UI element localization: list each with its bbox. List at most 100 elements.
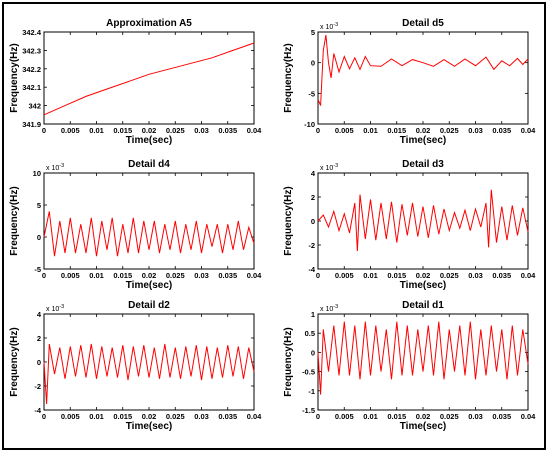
series-line [317, 321, 529, 395]
x-tick-label: 0 [42, 271, 46, 280]
axes-box [317, 172, 529, 270]
x-tick-label: 0.04 [247, 271, 262, 280]
chart-title: Detail d2 [128, 300, 170, 311]
x-tick-label: 0.02 [142, 412, 157, 421]
x-tick-label: 0.03 [194, 412, 209, 421]
x-tick-label: 0.01 [89, 412, 104, 421]
y-axis-label: Frequency(Hz) [283, 43, 294, 112]
x-tick-label: 0 [316, 271, 320, 280]
y-tick-label: -4 [34, 406, 41, 415]
x-tick-label: 0 [316, 412, 320, 421]
y-exponent-label: x 10-3 [320, 304, 338, 313]
y-tick-label: 0 [311, 348, 315, 357]
x-tick-label: 0.035 [218, 412, 237, 421]
x-tick-label: 0.02 [416, 126, 431, 135]
x-tick-label: 0.005 [61, 271, 80, 280]
series-line [317, 35, 529, 106]
y-tick-label: -0.5 [302, 368, 315, 377]
x-tick-label: 0.04 [521, 126, 536, 135]
x-tick-label: 0.02 [142, 126, 157, 135]
x-tick-label: 0.02 [142, 271, 157, 280]
x-tick-label: 0 [42, 412, 46, 421]
subplot-1: 0 0.005 0.01 0.015 0.02 0.025 0.03 0.035 0.04 341… [9, 18, 262, 146]
x-tick-label: 0.03 [194, 271, 209, 280]
x-tick-label: 0.005 [61, 126, 80, 135]
y-axis-label: Frequency(Hz) [283, 186, 294, 255]
x-tick-label: 0.035 [218, 126, 237, 135]
chart-title: Detail d4 [128, 159, 170, 170]
y-tick-label: 5 [311, 28, 315, 37]
x-tick-label: 0.015 [387, 412, 406, 421]
series-line [43, 343, 255, 405]
y-tick-label: 0.5 [305, 329, 315, 338]
x-tick-label: 0.005 [335, 412, 354, 421]
subplot-3: 0 0.005 0.01 0.015 0.02 0.025 0.03 0.035 0.04-50… [9, 159, 262, 291]
x-tick-label: 0.01 [89, 126, 104, 135]
y-tick-label: 0 [311, 59, 315, 68]
x-tick-label: 0.035 [492, 271, 511, 280]
x-tick-label: 0.04 [521, 412, 536, 421]
x-tick-label: 0.015 [387, 271, 406, 280]
x-tick-label: 0.025 [166, 271, 185, 280]
series-line [43, 211, 255, 257]
chart-title: Detail d1 [402, 300, 444, 311]
y-tick-label: -4 [308, 265, 315, 274]
y-axis-label: Frequency(Hz) [9, 43, 20, 112]
y-tick-label: 10 [33, 169, 41, 178]
x-tick-label: 0.005 [335, 271, 354, 280]
x-tick-label: 0.025 [440, 126, 459, 135]
y-tick-label: 342 [28, 102, 41, 111]
y-tick-label: -1 [308, 387, 315, 396]
x-tick-label: 0.015 [113, 271, 132, 280]
x-tick-label: 0.025 [166, 412, 185, 421]
axes-box [317, 313, 529, 411]
axes-box [43, 31, 255, 125]
x-tick-label: 0.025 [440, 271, 459, 280]
x-tick-label: 0.035 [492, 126, 511, 135]
x-axis-label: Time(sec) [126, 421, 173, 432]
y-tick-label: -10 [304, 120, 315, 129]
x-tick-label: 0.025 [166, 126, 185, 135]
y-axis-label: Frequency(Hz) [283, 327, 294, 396]
x-tick-label: 0.01 [363, 126, 378, 135]
y-exponent-label: x 10-3 [46, 304, 64, 313]
x-tick-label: 0.01 [363, 271, 378, 280]
y-tick-label: 1 [311, 310, 315, 319]
x-axis-label: Time(sec) [400, 421, 447, 432]
x-tick-label: 0.03 [468, 271, 483, 280]
y-tick-label: -5 [34, 265, 41, 274]
x-tick-label: 0.015 [113, 412, 132, 421]
y-tick-label: -5 [308, 89, 315, 98]
x-tick-label: 0.035 [218, 271, 237, 280]
x-tick-label: 0.03 [468, 412, 483, 421]
x-tick-label: 0.02 [416, 412, 431, 421]
x-tick-label: 0.005 [61, 412, 80, 421]
x-axis-label: Time(sec) [126, 280, 173, 291]
x-tick-label: 0.02 [416, 271, 431, 280]
chart-title: Approximation A5 [106, 18, 192, 29]
x-tick-label: 0.01 [363, 412, 378, 421]
x-tick-label: 0.03 [468, 126, 483, 135]
x-tick-label: 0.025 [440, 412, 459, 421]
y-tick-label: 341.9 [22, 120, 41, 129]
x-axis-label: Time(sec) [126, 135, 173, 146]
y-tick-label: 342.1 [22, 83, 41, 92]
y-tick-label: 342.4 [22, 28, 42, 37]
x-axis-label: Time(sec) [400, 135, 447, 146]
x-tick-label: 0.03 [194, 126, 209, 135]
chart-title: Detail d5 [402, 18, 444, 29]
subplot-5: 0 0.005 0.01 0.015 0.02 0.025 0.03 0.035 0.04 -4 -… [9, 300, 262, 432]
x-axis-label: Time(sec) [400, 280, 447, 291]
axes-box [43, 313, 255, 411]
subplot-4: 0 0.005 0.01 0.015 0.02 0.025 0.03 0.035 0.04 -4 -… [283, 159, 536, 291]
y-tick-label: 0 [311, 217, 315, 226]
x-tick-label: 0.015 [113, 126, 132, 135]
x-tick-label: 0.035 [492, 412, 511, 421]
x-tick-label: 0.01 [89, 271, 104, 280]
y-tick-label: 342.2 [22, 65, 41, 74]
x-tick-label: 0.04 [247, 126, 262, 135]
y-tick-label: 4 [311, 169, 316, 178]
y-tick-label: 342.3 [22, 46, 41, 55]
x-tick-label: 0 [42, 126, 46, 135]
